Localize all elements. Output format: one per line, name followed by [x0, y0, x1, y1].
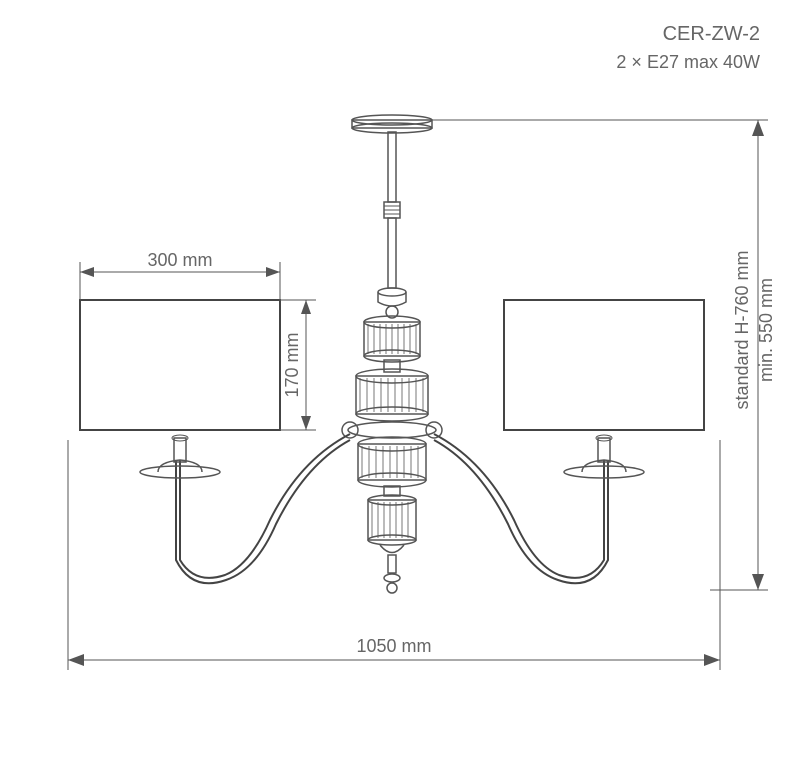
- dim-shade-width-label: 300 mm: [147, 250, 212, 270]
- dim-shade-height: 170 mm: [280, 300, 316, 430]
- dim-height-min-label: min. 550 mm: [756, 278, 776, 382]
- dim-total-width-label: 1050 mm: [356, 636, 431, 656]
- down-rod: [384, 132, 400, 288]
- technical-drawing: CER-ZW-2 2 × E27 max 40W: [0, 0, 800, 763]
- dim-height-standard-label: standard H-760 mm: [732, 250, 752, 409]
- right-arm: [434, 434, 608, 583]
- bulb-spec: 2 × E27 max 40W: [616, 52, 760, 72]
- left-shade: [80, 300, 280, 430]
- model-number: CER-ZW-2: [663, 23, 760, 45]
- dim-shade-width: 300 mm: [80, 250, 280, 300]
- central-column: [342, 288, 442, 593]
- left-arm: [176, 434, 350, 583]
- dim-shade-height-label: 170 mm: [282, 332, 302, 397]
- right-shade: [504, 300, 704, 430]
- ceiling-canopy: [352, 115, 432, 133]
